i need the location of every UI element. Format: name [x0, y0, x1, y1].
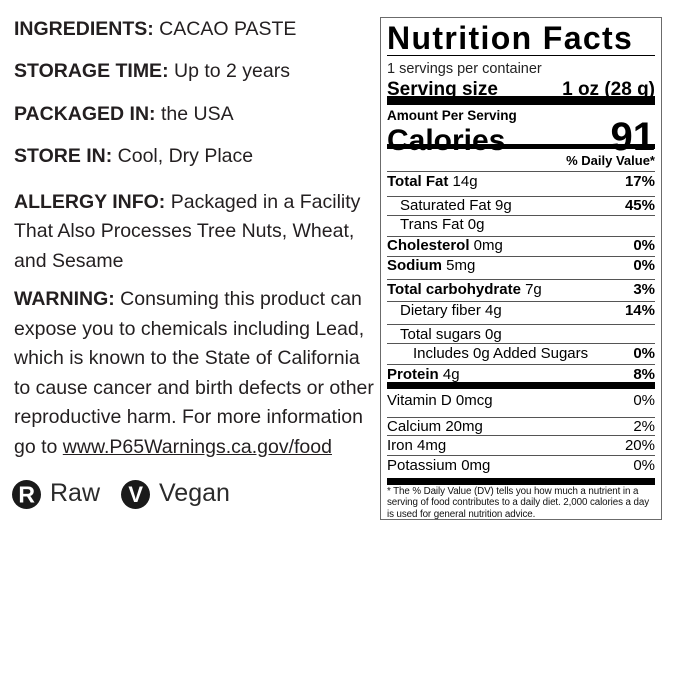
svg-text:R: R — [18, 481, 35, 507]
svg-text:V: V — [128, 482, 143, 507]
